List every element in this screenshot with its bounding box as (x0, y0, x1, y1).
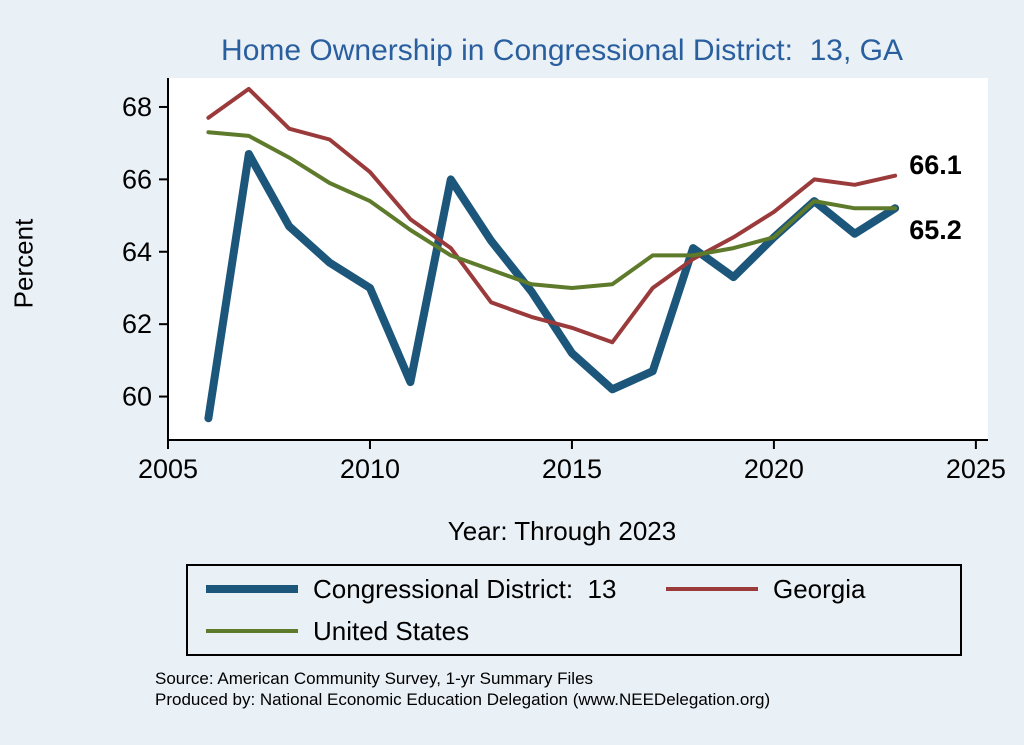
legend: Congressional District: 13 Georgia Unite… (186, 564, 962, 656)
x-tick-label: 2020 (744, 454, 804, 484)
series-line-2 (206, 130, 898, 290)
legend-item-united-states: United States (206, 613, 666, 649)
y-tick-label: 60 (122, 382, 152, 412)
georgia-line-swatch (666, 587, 758, 591)
plot-area (168, 78, 988, 440)
x-tick-label: 2005 (138, 454, 198, 484)
x-axis-title: Year: Through 2023 (447, 516, 677, 546)
x-tick-label: 2010 (340, 454, 400, 484)
legend-label-georgia: Georgia (773, 573, 866, 604)
y-tick-label: 62 (122, 309, 152, 339)
legend-item-georgia: Georgia (666, 571, 960, 607)
y-tick-label: 64 (122, 237, 152, 267)
legend-label-united-states: United States (313, 615, 470, 646)
end-label: 65.2 (909, 214, 962, 245)
chart-title: Home Ownership in Congressional District… (221, 34, 903, 67)
series-line-1 (206, 86, 898, 345)
produced-by-line: Produced by: National Economic Education… (155, 690, 771, 710)
united-states-line-swatch (206, 629, 298, 633)
end-label: 66.1 (909, 149, 962, 180)
district-line-swatch (206, 585, 298, 593)
legend-item-district: Congressional District: 13 (206, 571, 666, 607)
source-note: Source: American Community Survey, 1-yr … (155, 668, 770, 711)
y-tick-label: 66 (122, 164, 152, 194)
source-line: Source: American Community Survey, 1-yr … (155, 669, 594, 688)
y-tick-label: 68 (122, 92, 152, 122)
line-chart: 60 62 64 66 68 2005 2010 2015 2020 2025 (122, 78, 1006, 484)
legend-label-district: Congressional District: 13 (313, 573, 617, 604)
x-tick-label: 2025 (946, 454, 1006, 484)
x-tick-label: 2015 (542, 454, 602, 484)
